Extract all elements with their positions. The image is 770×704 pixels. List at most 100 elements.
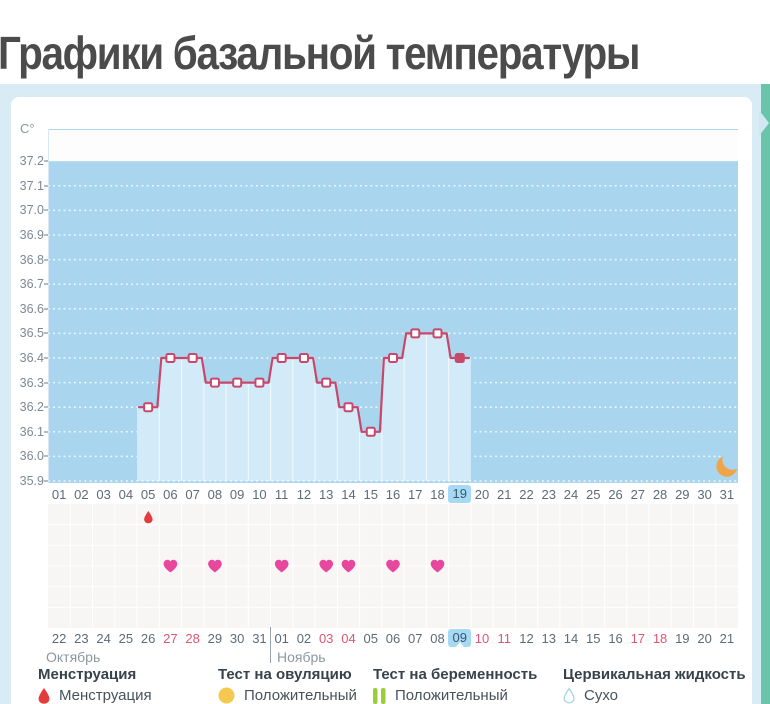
calendar-day-label[interactable]: 02 <box>296 631 312 646</box>
calendar-day-label[interactable]: 04 <box>341 631 356 646</box>
cycle-day-label[interactable]: 05 <box>140 487 156 502</box>
intercourse-heart-icon[interactable] <box>319 559 334 573</box>
calendar-day-label[interactable]: 26 <box>140 631 156 646</box>
calendar-day-label[interactable]: 13 <box>541 631 556 646</box>
calendar-day-label[interactable]: 10 <box>474 631 490 646</box>
cycle-day-label[interactable]: 07 <box>185 487 200 502</box>
cycle-day-label[interactable]: 16 <box>385 487 401 502</box>
calendar-day-label[interactable]: 22 <box>51 631 67 646</box>
calendar-day-label[interactable]: 08 <box>430 631 445 646</box>
cycle-day-label[interactable]: 15 <box>363 487 378 502</box>
temperature-plot[interactable] <box>48 129 738 483</box>
cycle-day-label[interactable]: 20 <box>474 487 490 502</box>
temp-bar[interactable] <box>426 333 449 481</box>
temp-point[interactable] <box>143 402 154 413</box>
temp-point[interactable] <box>209 377 220 388</box>
temp-point[interactable] <box>388 353 398 363</box>
cycle-day-label[interactable]: 08 <box>207 487 223 502</box>
temp-bar[interactable] <box>359 431 382 481</box>
temp-point[interactable] <box>343 402 354 413</box>
temp-point[interactable] <box>454 353 465 363</box>
calendar-day-label[interactable]: 28 <box>185 631 200 646</box>
intercourse-heart-icon[interactable] <box>430 559 445 573</box>
calendar-day-label[interactable]: 11 <box>497 631 512 646</box>
temp-point[interactable] <box>321 377 332 388</box>
calendar-day-label[interactable]: 29 <box>207 631 223 646</box>
temp-bar[interactable] <box>315 382 338 481</box>
cycle-day-label[interactable]: 27 <box>630 487 646 502</box>
calendar-day-label[interactable]: 21 <box>719 631 735 646</box>
intercourse-heart-icon[interactable] <box>386 559 400 573</box>
cycle-day-label[interactable]: 01 <box>51 487 67 502</box>
temp-bar[interactable] <box>448 358 471 481</box>
temp-bar[interactable] <box>248 382 271 481</box>
calendar-day-label[interactable]: 17 <box>630 631 646 646</box>
cycle-day-label[interactable]: 26 <box>608 487 623 502</box>
cycle-day-label[interactable]: 18 <box>430 487 445 502</box>
temp-bar[interactable] <box>337 407 360 481</box>
cycle-day-label[interactable]: 02 <box>74 487 89 502</box>
cycle-day-label[interactable]: 17 <box>407 487 423 502</box>
cycle-day-label[interactable]: 13 <box>318 487 334 502</box>
temp-bar[interactable] <box>381 358 405 481</box>
calendar-day-current[interactable]: 09 <box>448 629 472 647</box>
cycle-day-label[interactable]: 09 <box>229 487 245 502</box>
calendar-day-label[interactable]: 18 <box>652 631 668 646</box>
cycle-day-label[interactable]: 23 <box>541 487 556 502</box>
cycle-day-label[interactable]: 03 <box>96 487 111 502</box>
intercourse-heart-icon[interactable] <box>274 559 289 573</box>
temp-bar[interactable] <box>159 358 182 481</box>
intercourse-heart-icon[interactable] <box>208 559 222 573</box>
temp-point[interactable] <box>187 353 198 363</box>
calendar-day-label[interactable]: 24 <box>96 631 111 646</box>
menstruation-drop-icon[interactable] <box>144 511 153 524</box>
temp-point[interactable] <box>276 353 287 363</box>
calendar-day-label[interactable]: 31 <box>252 631 267 646</box>
intercourse-heart-icon[interactable] <box>163 559 178 573</box>
calendar-day-label[interactable]: 25 <box>118 631 134 646</box>
calendar-day-label[interactable]: 15 <box>586 631 601 646</box>
calendar-day-label[interactable]: 14 <box>563 631 579 646</box>
calendar-day-label[interactable]: 16 <box>608 631 623 646</box>
temp-bar[interactable] <box>203 382 227 481</box>
calendar-day-label[interactable]: 06 <box>385 631 401 646</box>
temp-point[interactable] <box>232 377 243 388</box>
symptom-grid[interactable] <box>48 504 738 628</box>
temp-bar[interactable] <box>292 358 316 481</box>
temp-point[interactable] <box>410 328 421 339</box>
temp-point[interactable] <box>254 377 265 388</box>
temp-bar[interactable] <box>226 382 249 481</box>
calendar-day-label[interactable]: 19 <box>675 631 690 646</box>
cycle-day-label[interactable]: 24 <box>563 487 579 502</box>
cycle-day-label[interactable]: 14 <box>341 487 356 502</box>
side-panel-strip[interactable] <box>759 84 770 704</box>
calendar-day-label[interactable]: 05 <box>363 631 378 646</box>
cycle-day-label[interactable]: 29 <box>675 487 690 502</box>
calendar-day-label[interactable]: 30 <box>229 631 245 646</box>
calendar-day-label[interactable]: 01 <box>274 631 289 646</box>
calendar-day-label[interactable]: 12 <box>519 631 534 646</box>
cycle-day-label[interactable]: 04 <box>118 487 134 502</box>
cycle-day-label-current[interactable]: 19 <box>448 485 472 503</box>
calendar-day-label[interactable]: 03 <box>318 631 334 646</box>
cycle-day-label[interactable]: 31 <box>719 487 735 502</box>
temp-point[interactable] <box>432 328 443 339</box>
temp-point[interactable] <box>365 426 376 437</box>
calendar-day-label[interactable]: 27 <box>163 631 178 646</box>
temp-point[interactable] <box>298 353 309 363</box>
calendar-day-label[interactable]: 07 <box>407 631 423 646</box>
cycle-day-label[interactable]: 30 <box>697 487 712 502</box>
cycle-day-label[interactable]: 06 <box>163 487 178 502</box>
temp-bar[interactable] <box>181 358 204 481</box>
cycle-day-label[interactable]: 21 <box>497 487 512 502</box>
temp-bar[interactable] <box>404 333 427 481</box>
cycle-day-label[interactable]: 12 <box>296 487 312 502</box>
temp-bar[interactable] <box>137 407 160 481</box>
cycle-day-label[interactable]: 25 <box>586 487 601 502</box>
calendar-day-label[interactable]: 23 <box>74 631 89 646</box>
cycle-day-label[interactable]: 10 <box>252 487 267 502</box>
cycle-day-label[interactable]: 11 <box>274 487 289 502</box>
cycle-day-label[interactable]: 22 <box>519 487 534 502</box>
temp-point[interactable] <box>165 353 176 363</box>
temp-bar[interactable] <box>270 358 293 481</box>
